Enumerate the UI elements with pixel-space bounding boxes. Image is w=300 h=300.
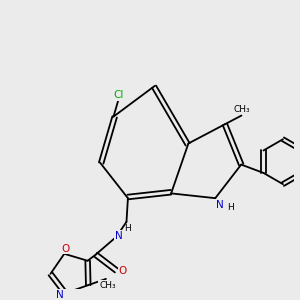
Text: N: N bbox=[56, 290, 64, 300]
Text: CH₃: CH₃ bbox=[99, 281, 116, 290]
Text: H: H bbox=[124, 224, 131, 233]
Text: O: O bbox=[61, 244, 70, 254]
Text: CH₃: CH₃ bbox=[234, 105, 250, 114]
Text: N: N bbox=[216, 200, 224, 209]
Text: Cl: Cl bbox=[114, 90, 124, 100]
Text: N: N bbox=[115, 231, 123, 241]
Text: O: O bbox=[118, 266, 127, 276]
Text: H: H bbox=[227, 203, 234, 212]
